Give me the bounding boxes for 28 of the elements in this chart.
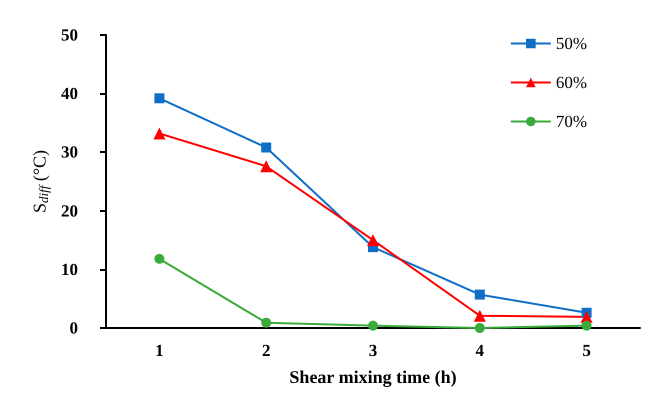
y-tick-label: 20 [61, 201, 78, 220]
x-tick-label: 3 [368, 341, 378, 360]
point [368, 320, 378, 331]
x-tick-label: 4 [476, 341, 485, 360]
legend-label: 60% [556, 73, 588, 92]
y-tick-label: 40 [61, 84, 78, 104]
y-axis-title: Sdiff (°C) [30, 150, 52, 214]
legend-label: 70% [556, 112, 588, 131]
point [261, 318, 272, 328]
point [474, 310, 486, 322]
y-tick-label: 50 [61, 26, 78, 44]
legend-label: 50% [556, 34, 588, 53]
point [153, 127, 166, 140]
point [154, 254, 164, 264]
x-tick-label: 5 [582, 341, 591, 360]
y-tick-label: 30 [61, 142, 78, 162]
point [582, 320, 592, 331]
x-tick-label: 2 [262, 341, 270, 360]
point [367, 234, 379, 246]
y-tick-label: 0 [70, 318, 78, 338]
point [260, 160, 272, 172]
y-tick-label: 10 [61, 260, 78, 279]
x-tick-label: 1 [155, 341, 164, 360]
point [474, 323, 485, 333]
point [154, 93, 164, 104]
point [261, 142, 272, 153]
x-axis-title: Shear mixing time (h) [289, 367, 457, 387]
point [474, 290, 485, 300]
